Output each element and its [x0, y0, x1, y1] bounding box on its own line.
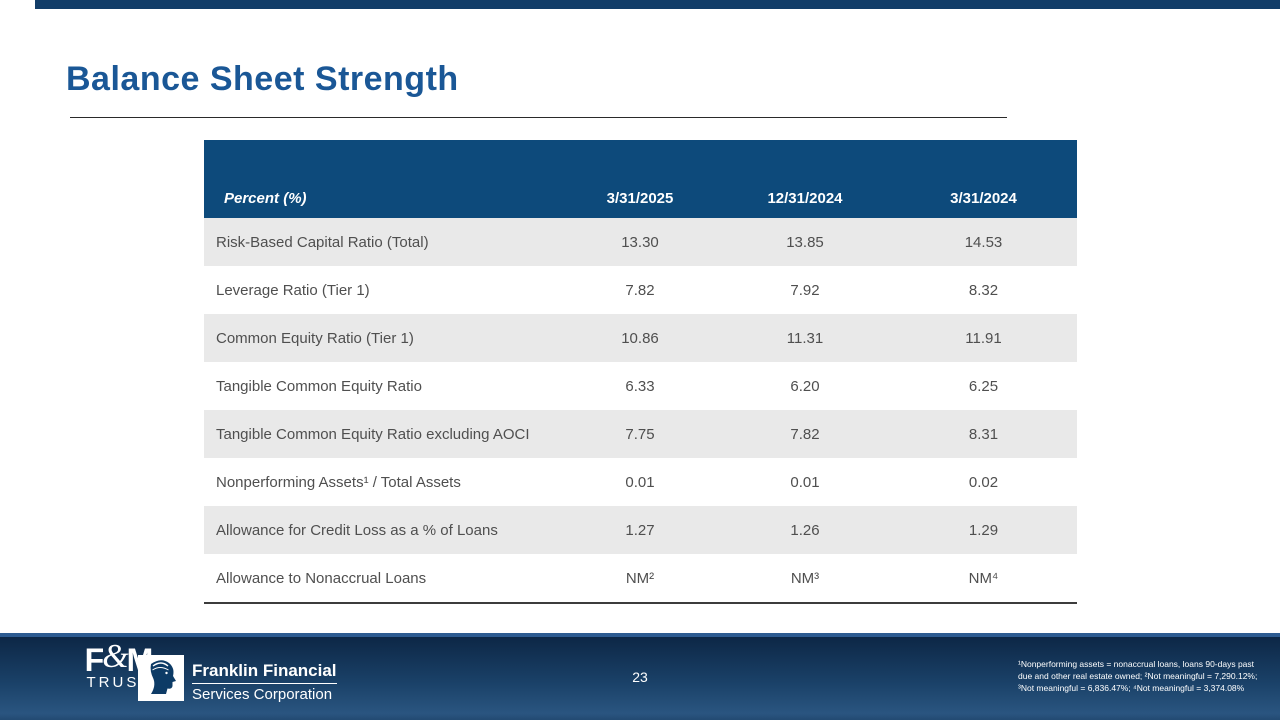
row-value: 14.53 [964, 233, 1003, 251]
table-row: Tangible Common Equity Ratio 6.33 6.20 6… [204, 362, 1077, 410]
table-row: Nonperforming Assets¹ / Total Assets 0.0… [204, 458, 1077, 506]
row-value: 7.82 [625, 281, 655, 299]
row-value: 6.33 [625, 377, 655, 395]
table-row: Risk-Based Capital Ratio (Total) 13.30 1… [204, 218, 1077, 266]
row-value: 13.30 [621, 233, 659, 251]
row-label: Tangible Common Equity Ratio [216, 377, 422, 395]
table-header-col-1: 3/31/2025 [606, 190, 674, 207]
row-value: NM³ [790, 569, 820, 587]
row-value: 8.31 [968, 425, 999, 443]
row-value: 8.32 [968, 281, 999, 299]
table-row: Tangible Common Equity Ratio excluding A… [204, 410, 1077, 458]
footer-background [0, 637, 1280, 720]
row-value: 0.01 [625, 473, 655, 491]
franklin-financial-logo-text: Franklin Financial Services Corporation [192, 661, 337, 703]
row-label: Allowance for Credit Loss as a % of Loan… [216, 521, 498, 539]
slide-footer: F & M TRUST Franklin Financial Services … [0, 633, 1280, 720]
row-value: 6.20 [790, 377, 820, 395]
fm-logo-ampersand: & [102, 638, 129, 675]
table-header-col-2: 12/31/2024 [767, 190, 843, 207]
top-accent-bar [35, 0, 1280, 9]
table-row: Common Equity Ratio (Tier 1) 10.86 11.31… [204, 314, 1077, 362]
row-value: 10.86 [621, 329, 659, 347]
page-title: Balance Sheet Strength [66, 60, 459, 98]
table-row: Leverage Ratio (Tier 1) 7.82 7.92 8.32 [204, 266, 1077, 314]
footer-accent-line [0, 633, 1280, 637]
row-value: 7.75 [625, 425, 655, 443]
capital-ratios-table: Percent (%) 3/31/2025 12/31/2024 3/31/20… [204, 140, 1077, 604]
footnote-text: ¹Nonperforming assets = nonaccrual loans… [1018, 659, 1258, 693]
row-value: 1.29 [968, 521, 999, 539]
table-header-percent: Percent (%) [224, 190, 307, 207]
row-value: 1.26 [790, 521, 820, 539]
row-value: 0.02 [968, 473, 999, 491]
row-value: NM² [625, 569, 655, 587]
table-header-col-3: 3/31/2024 [950, 190, 1017, 207]
row-value: 11.91 [965, 329, 1002, 347]
row-label: Allowance to Nonaccrual Loans [216, 569, 427, 587]
row-label: Nonperforming Assets¹ / Total Assets [216, 473, 461, 491]
row-value: NM⁴ [968, 569, 999, 587]
page-number: 23 [632, 669, 648, 685]
table-row: Allowance to Nonaccrual Loans NM² NM³ NM… [204, 554, 1077, 602]
row-value: 7.82 [790, 425, 820, 443]
row-value: 7.92 [790, 281, 820, 299]
franklin-bust-icon [138, 655, 184, 701]
franklin-financial-line1: Franklin Financial [192, 661, 337, 684]
table-row: Allowance for Credit Loss as a % of Loan… [204, 506, 1077, 554]
row-label: Risk-Based Capital Ratio (Total) [216, 233, 429, 251]
row-value: 11.31 [786, 329, 824, 347]
row-value: 13.85 [786, 233, 824, 251]
row-label: Tangible Common Equity Ratio excluding A… [216, 425, 530, 443]
row-value: 6.25 [968, 377, 999, 395]
franklin-financial-line2: Services Corporation [192, 686, 333, 703]
row-label: Leverage Ratio (Tier 1) [216, 281, 370, 299]
row-value: 0.01 [790, 473, 820, 491]
fm-logo-trust-text: TRUST [86, 674, 152, 691]
title-underline [70, 117, 1007, 118]
row-label: Common Equity Ratio (Tier 1) [216, 329, 414, 347]
row-value: 1.27 [625, 521, 655, 539]
table-header-row: Percent (%) 3/31/2025 12/31/2024 3/31/20… [204, 140, 1077, 218]
fm-logo-letter-f: F [84, 642, 105, 678]
